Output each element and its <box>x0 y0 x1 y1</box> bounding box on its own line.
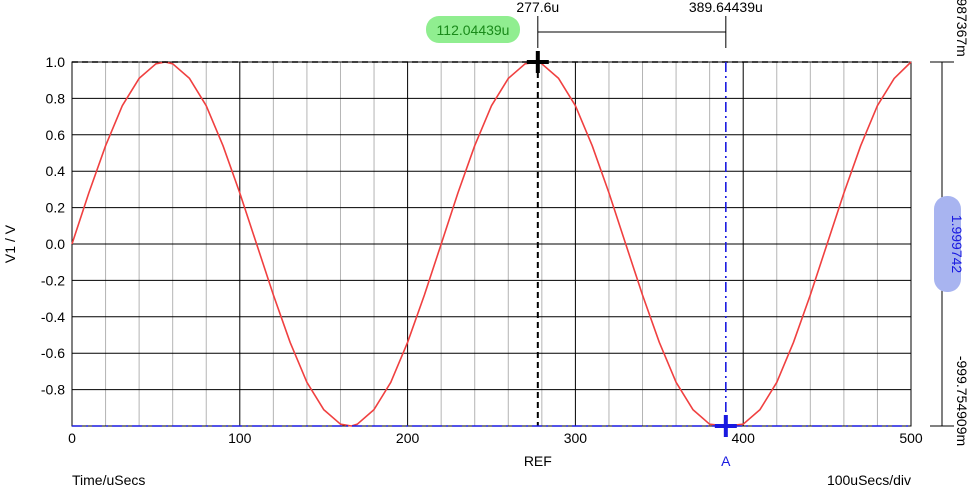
major-grid <box>72 62 911 426</box>
delta-x-bubble <box>426 16 520 43</box>
y-tick-label: -0.8 <box>41 382 65 398</box>
x-tick-label: 100 <box>228 430 252 446</box>
y-tick-labels: 1.0 0.8 0.6 0.4 0.2 0.0 -0.2 -0.4 -0.6 -0.8 <box>41 54 65 398</box>
y-tick-label: 0.8 <box>46 90 66 106</box>
x-tick-label: 300 <box>564 430 588 446</box>
y-tick-label: 0.6 <box>46 127 66 143</box>
y-tick-label: -0.6 <box>41 345 65 361</box>
y-tick-label: -0.4 <box>41 309 65 325</box>
cursor-layer[interactable]: REF A 277.6u 389.64439u 112.04439u 999.987367… <box>72 0 970 469</box>
series-line <box>71 61 912 427</box>
delta-y-bubble <box>934 196 961 292</box>
y-tick-label: 1.0 <box>46 54 66 70</box>
delta-y-readout: 1.999742 <box>949 215 965 274</box>
delta-x-readout: 112.04439u <box>437 22 510 38</box>
x-tick-labels: 0 100 200 300 400 500 <box>68 430 923 446</box>
ref-cursor-crosshair-icon[interactable] <box>526 51 549 73</box>
a-cursor-crosshair-icon[interactable] <box>714 415 737 437</box>
x-scale-label: 100uSecs/div <box>827 472 911 488</box>
x-tick-label: 500 <box>899 430 923 446</box>
y-axis-label: V1 / V <box>2 224 18 263</box>
x-tick-label: 400 <box>732 430 756 446</box>
x-tick-label: 0 <box>68 430 76 446</box>
a-level-readout: -999.754909m <box>954 356 970 446</box>
ref-level-readout: 999.987367m <box>954 0 970 57</box>
a-cursor-label: A <box>721 453 731 469</box>
y-tick-label: -0.2 <box>41 272 65 288</box>
y-tick-label: 0.0 <box>46 236 66 252</box>
y-tick-label: 0.4 <box>46 163 66 179</box>
y-tick-label: 0.2 <box>46 200 66 216</box>
x-axis-label: Time/uSecs <box>72 472 145 488</box>
series-layer <box>71 61 912 427</box>
ref-time-readout: 277.6u <box>516 0 559 15</box>
x-tick-label: 200 <box>396 430 420 446</box>
ref-cursor-label: REF <box>524 453 552 469</box>
a-time-readout: 389.64439u <box>689 0 763 15</box>
